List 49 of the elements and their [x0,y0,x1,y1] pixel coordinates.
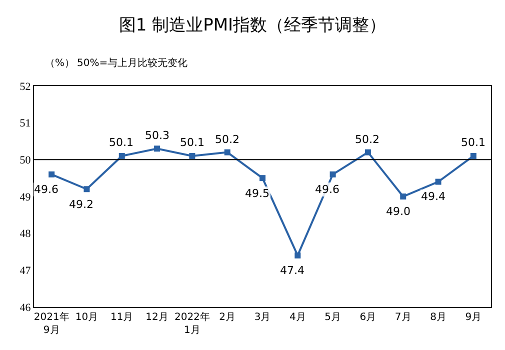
point [364,149,371,156]
data-label: 49.0 [386,205,410,218]
data-label: 50.3 [145,129,170,142]
x-tick-label: 9月 [465,312,482,323]
text: 50%=与上月比较无变化 [77,57,188,69]
point [435,178,442,185]
point [294,252,301,258]
y-tick-label: 47 [20,265,32,278]
x-tick-label: 6月 [360,312,376,323]
y-tick-label: 49 [20,191,32,204]
x-tick-label: 4月 [289,312,306,323]
point [330,171,336,178]
data-label: 50.1 [461,136,486,149]
y-tick-label: 51 [20,118,31,130]
y-axis-title: （%） [45,58,75,69]
point [470,152,476,159]
point [154,146,160,152]
data-label: 49.4 [421,190,446,203]
x-tick-label: 2月 [219,312,236,323]
point [260,175,266,182]
x-tick-label: 7月 [394,312,412,323]
y-tick-label: 48 [20,228,32,240]
data-label: 50.1 [180,136,204,149]
data-label: 50.2 [355,133,380,146]
data-label: 49.5 [245,187,270,200]
x-tick-label: 2022年 1月 [174,311,210,336]
x-tick-label: 12月 [146,312,168,323]
x-tick-label: 8月 [430,312,446,323]
data-label: 47.4 [280,264,304,277]
data-label: 50.2 [215,133,240,146]
data-label: 49.6 [34,183,58,196]
chart-title: 图1 制造业PMI指数（经季节调整） [118,15,386,36]
data-label: 50.1 [109,136,134,149]
y-tick-label: 52 [20,80,31,93]
point [224,149,230,156]
point [84,186,90,192]
x-tick-label: 3月 [254,312,271,323]
data-label: 49.2 [69,198,94,211]
point [118,152,125,159]
data-label: 49.6 [315,183,340,196]
point [400,194,406,200]
y-tick-label: 46 [20,302,32,314]
x-tick-label: 11月 [110,312,134,323]
x-tick-label: 5月 [324,312,341,323]
point [48,171,55,178]
x-tick-label: 2021年 9月 [34,311,70,336]
x-tick-label: 10月 [75,312,98,323]
y-tick-label: 50 [20,154,32,167]
point [189,152,196,159]
